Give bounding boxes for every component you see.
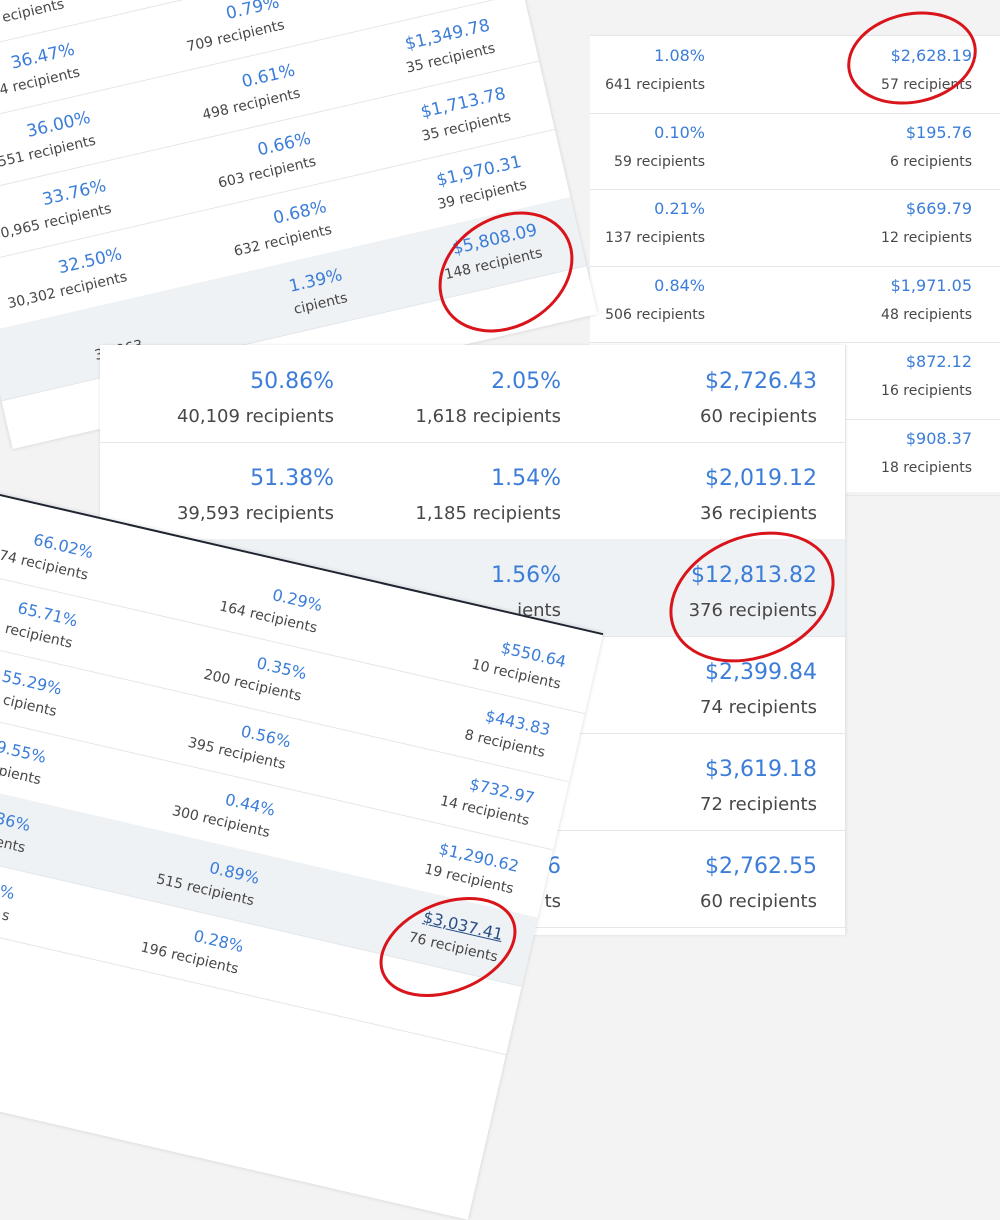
recipients-count: 59 recipients bbox=[614, 153, 705, 170]
table-row bbox=[100, 345, 845, 443]
recipients-count: 137 recipients bbox=[605, 230, 705, 246]
metric-value: 1.56% bbox=[491, 563, 561, 588]
metric-value: 51.38% bbox=[250, 466, 334, 491]
metric-value: 1.08% bbox=[654, 46, 705, 65]
recipients-count: 376 recipients bbox=[688, 600, 817, 621]
metric-value: 2.05% bbox=[491, 369, 561, 394]
recipients-count: 39,593 recipients bbox=[176, 503, 334, 524]
recipients-count: 36 recipients bbox=[700, 503, 817, 524]
table-row bbox=[590, 36, 1000, 114]
metric-value: $1,971.05 bbox=[890, 275, 972, 295]
table-row bbox=[590, 113, 1000, 190]
metric-value: $3,619.18 bbox=[705, 757, 817, 782]
table-row bbox=[590, 266, 1000, 343]
recipients-count: 60 recipients bbox=[700, 891, 817, 912]
metric-value: $669.79 bbox=[905, 199, 972, 218]
recipients-count: 48 recipients bbox=[881, 306, 972, 323]
recipients-count: 18 recipients bbox=[881, 459, 972, 476]
metric-value: $2,019.12 bbox=[705, 466, 817, 491]
metric-value: 1.54% bbox=[491, 466, 561, 491]
annotations bbox=[379, 11, 977, 997]
red-circle bbox=[438, 211, 574, 333]
red-circle bbox=[847, 11, 977, 105]
metric-value: $2,628.19 bbox=[890, 46, 972, 65]
metric-value: 0.84% bbox=[654, 275, 705, 295]
recipients-count: 6 recipients bbox=[889, 153, 972, 170]
recipients-count: 16 recipients bbox=[881, 383, 972, 399]
metric-value: $12,813.82 bbox=[691, 563, 817, 588]
recipients-count: 641 recipients bbox=[605, 77, 705, 93]
recipients-count: 60 recipients bbox=[700, 406, 817, 427]
metric-value: 50.86% bbox=[250, 369, 334, 394]
metric-value: $908.37 bbox=[905, 428, 972, 448]
recipients-count: 506 recipients bbox=[605, 306, 705, 323]
recipients-count: 12 recipients bbox=[881, 230, 972, 246]
recipients-count: ts bbox=[544, 891, 561, 912]
metric-value: $2,399.84 bbox=[705, 660, 817, 685]
metric-value: $2,762.55 bbox=[705, 854, 817, 879]
table-row bbox=[590, 189, 1000, 267]
recipients-count: 74 recipients bbox=[700, 697, 817, 718]
red-circle bbox=[379, 897, 517, 997]
recipients-count: 1,618 recipients bbox=[415, 406, 561, 427]
metric-value: 0.10% bbox=[654, 122, 705, 142]
metric-value: $195.76 bbox=[905, 122, 972, 142]
metric-value: 0.21% bbox=[654, 199, 705, 218]
metric-value: $872.12 bbox=[905, 352, 972, 371]
recipients-count: 72 recipients bbox=[700, 794, 817, 815]
recipients-count: 1,185 recipients bbox=[415, 503, 561, 524]
metric-value: $2,726.43 bbox=[705, 369, 817, 394]
recipients-count: 40,109 recipients bbox=[176, 406, 334, 427]
red-circle bbox=[669, 531, 835, 663]
